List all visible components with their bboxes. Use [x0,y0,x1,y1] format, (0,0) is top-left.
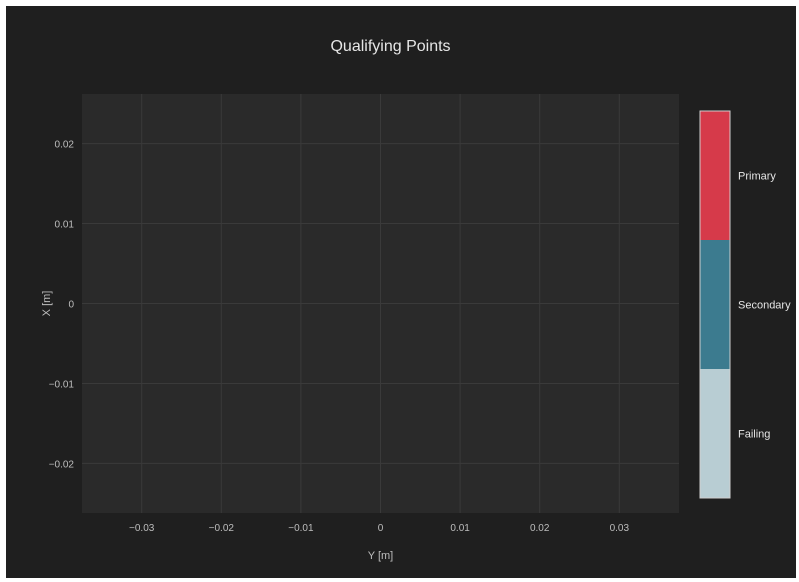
y-tick-label: 0.02 [55,140,75,151]
y-tick-label: −0.01 [49,379,75,390]
y-tick-label: 0 [68,300,74,311]
x-tick-label: −0.01 [288,523,314,534]
y-tick-label: 0.01 [55,220,75,231]
legend-swatch-primary [700,111,730,240]
heatmap-chart: −0.03 −0.02 −0.01 0 0.01 0.02 0.03 −0.02 −0.01 0 0… [41,38,791,562]
x-tick-label: 0 [378,523,384,534]
x-axis-title: Y [m] [368,550,393,562]
x-tick-label: −0.03 [129,523,155,534]
legend-swatch-failing [700,369,730,498]
legend-label-failing: Failing [738,429,770,441]
legend-label-secondary: Secondary [738,300,791,312]
legend-label-primary: Primary [738,171,776,183]
legend-border [699,110,731,499]
chart-frame: −0.03 −0.02 −0.01 0 0.01 0.02 0.03 −0.02 −0.01 0 0… [6,6,796,578]
x-tick-label: 0.02 [530,523,550,534]
x-tick-label: 0.01 [450,523,470,534]
legend-swatch-secondary [700,240,730,369]
chart-title: Qualifying Points [330,38,450,55]
x-tick-label: 0.03 [610,523,630,534]
y-axis-title: X [m] [41,291,53,317]
y-tick-label: −0.02 [49,459,75,470]
x-tick-label: −0.02 [209,523,235,534]
